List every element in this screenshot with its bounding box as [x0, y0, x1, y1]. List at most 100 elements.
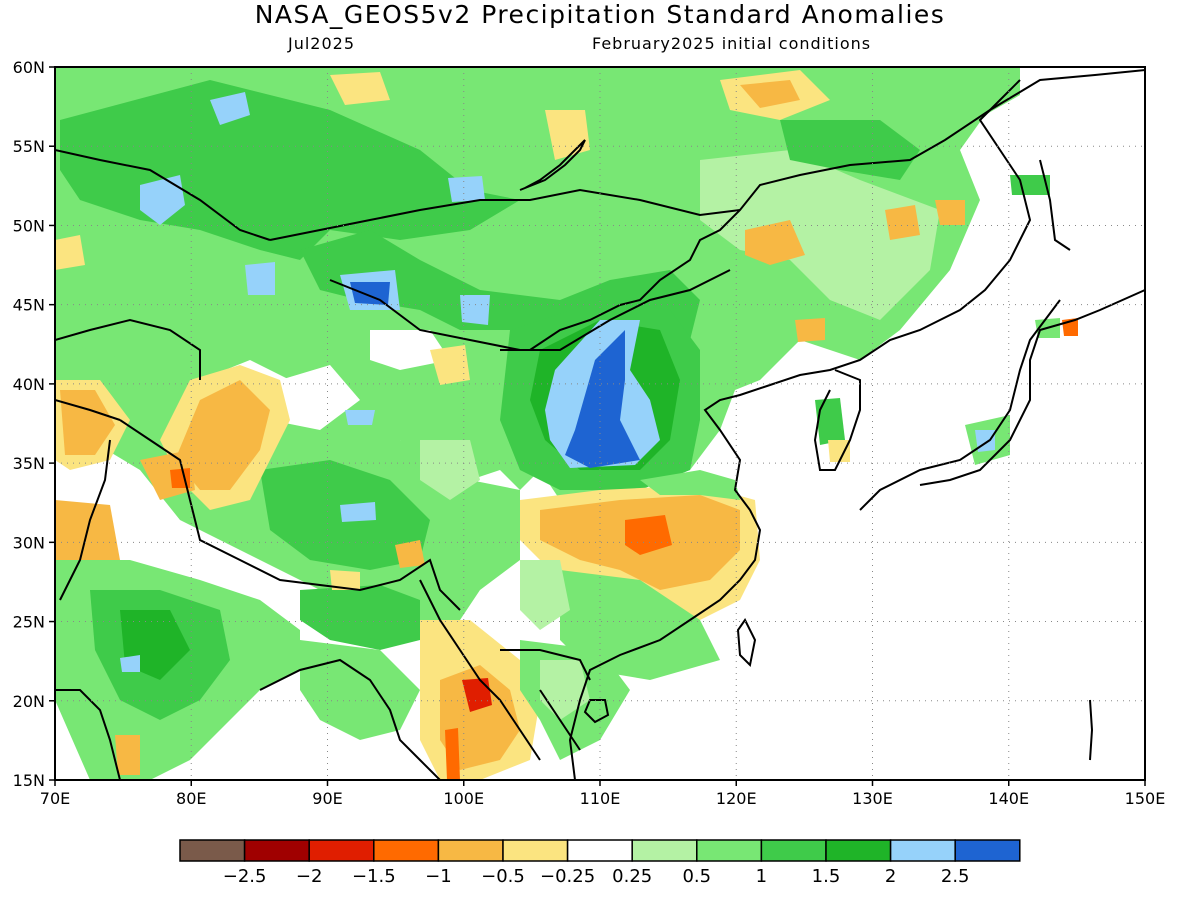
anomaly-region-blue-2 — [210, 92, 250, 125]
colorbar-swatch — [437, 839, 504, 862]
anomaly-region-white-gap-1 — [270, 365, 360, 430]
anomaly-region-yellow-north-3 — [330, 72, 390, 105]
lon-tick-label: 80E — [176, 789, 206, 808]
anomaly-region-southeast-wet — [640, 470, 740, 500]
colorbar-label: 0.5 — [682, 866, 711, 887]
taiwan-coast — [736, 618, 757, 668]
longitude-labels: 70E 80E 90E 100E 110E 120E 130E 140E 150E — [40, 789, 1166, 808]
lat-tick-label: 15N — [13, 771, 45, 790]
lat-tick-label: 35N — [13, 454, 45, 473]
anomaly-shading — [55, 67, 1078, 780]
lat-tick-label: 60N — [13, 58, 45, 77]
anomaly-region-yellow-ne-2 — [885, 205, 920, 240]
colorbar-swatch — [308, 839, 375, 862]
sakhalin-coast — [1039, 159, 1071, 251]
colorbar-label: −0.25 — [540, 866, 595, 887]
japan-east-coast — [919, 289, 1145, 486]
anomaly-region-blue-5 — [245, 262, 275, 295]
colorbar-swatch — [502, 839, 569, 862]
coastlines-and-borders — [55, 69, 1145, 780]
forecast-month: Jul2025 — [288, 34, 356, 53]
colorbar-label: −1.5 — [352, 866, 396, 887]
colorbar-label: −0.5 — [481, 866, 525, 887]
colorbar-labels: −2.5 −2 −1.5 −1 −0.5 −0.25 0.25 0.5 1 1.5 2 2.5 — [223, 866, 970, 887]
colorbar-label: −2.5 — [223, 866, 267, 887]
anomaly-region-south-china-red — [625, 515, 672, 555]
afghan-border — [55, 399, 121, 421]
kazakh-border — [55, 149, 271, 241]
vietnam-border — [500, 649, 591, 681]
colorbar-label: 1.5 — [812, 866, 841, 887]
colorbar-swatch — [954, 839, 1021, 862]
map-grid — [55, 67, 1145, 780]
anomaly-region-yellow-ne-4 — [795, 318, 825, 342]
lat-tick-label: 30N — [13, 533, 45, 552]
anomaly-region-northeast-wet — [780, 120, 920, 180]
initial-conditions-label: February2025 initial conditions — [592, 34, 872, 53]
myanmar-border — [419, 579, 541, 761]
colorbar-label: 1 — [756, 866, 767, 887]
anomaly-region-yellow-ne-3 — [935, 200, 965, 225]
anomaly-region-orange-north-1 — [740, 80, 800, 108]
anomaly-region-tibet-light-green — [420, 440, 480, 500]
anomaly-region-korea-yellow — [828, 440, 850, 462]
lon-tick-label: 140E — [988, 789, 1029, 808]
lat-tick-label: 20N — [13, 692, 45, 711]
anomaly-region-white-gap-2 — [370, 330, 450, 370]
anomaly-region-bangladesh-wet — [300, 640, 420, 740]
kuril-islands — [1089, 699, 1094, 761]
lake-baikal — [519, 139, 586, 191]
pacific-coastline — [568, 79, 1032, 780]
anomaly-region-indochina-light — [540, 660, 590, 720]
indochina-border — [539, 689, 581, 751]
anomaly-region-north-china-blue-core — [565, 330, 640, 468]
japan-coastline — [859, 299, 1061, 511]
anomaly-region-tibet-yellow-2 — [330, 570, 360, 590]
colorbar-swatch — [696, 839, 763, 862]
lat-tick-label: 50N — [13, 216, 45, 235]
anomaly-region-india-blue — [120, 655, 140, 672]
chart-title: NASA_GEOS5v2 Precipitation Standard Anom… — [254, 0, 946, 29]
lat-tick-label: 25N — [13, 613, 45, 632]
colorbar-label: 2.5 — [941, 866, 970, 887]
mongolia-south-border — [329, 269, 731, 351]
colorbar-label: −2 — [296, 866, 323, 887]
colorbar — [179, 839, 1021, 862]
anomaly-region-yellow-ne-1 — [745, 220, 805, 265]
colorbar-label: 0.25 — [612, 866, 652, 887]
central-asia-border — [55, 318, 201, 380]
anomaly-region-northeast-india-wet — [300, 585, 420, 650]
anomaly-region-blue-tibet-2 — [345, 410, 375, 425]
lat-tick-label: 40N — [13, 375, 45, 394]
anomaly-region-myanmar-orange — [440, 665, 520, 770]
latitude-labels: 15N 20N 25N 30N 35N 40N 45N 50N 55N 60N — [13, 58, 45, 790]
korea-coastline — [813, 369, 861, 471]
lon-tick-label: 100E — [443, 789, 484, 808]
lon-tick-label: 120E — [716, 789, 757, 808]
colorbar-swatch — [889, 839, 956, 862]
bengal-coastline — [259, 658, 441, 780]
axis-ticks — [49, 66, 1146, 786]
anomaly-region-tibet-orange — [395, 540, 425, 568]
anomaly-region-north-light-wet — [700, 150, 940, 320]
anomaly-region-north-darker-wet — [60, 80, 520, 260]
lon-tick-label: 130E — [852, 789, 893, 808]
hainan-coast — [583, 699, 610, 724]
colorbar-label: −1 — [425, 866, 452, 887]
anomaly-region-india-dry-s — [115, 735, 140, 775]
pakistan-india-border — [59, 439, 111, 601]
china-coastline — [500, 69, 1145, 351]
colorbar-swatch — [631, 839, 698, 862]
anomaly-region-blue-3 — [448, 176, 485, 202]
lat-tick-label: 55N — [13, 137, 45, 156]
colorbar-swatch — [179, 839, 246, 862]
colorbar-swatch — [243, 839, 310, 862]
anomaly-region-blue-4-core — [350, 282, 390, 305]
anomaly-region-korea-wet — [815, 398, 845, 445]
lon-tick-label: 150E — [1125, 789, 1166, 808]
lon-tick-label: 110E — [580, 789, 621, 808]
colorbar-swatch — [825, 839, 892, 862]
anomaly-region-blue-tibet — [340, 502, 376, 522]
anomaly-region-west-dry-1-orange — [175, 380, 270, 490]
